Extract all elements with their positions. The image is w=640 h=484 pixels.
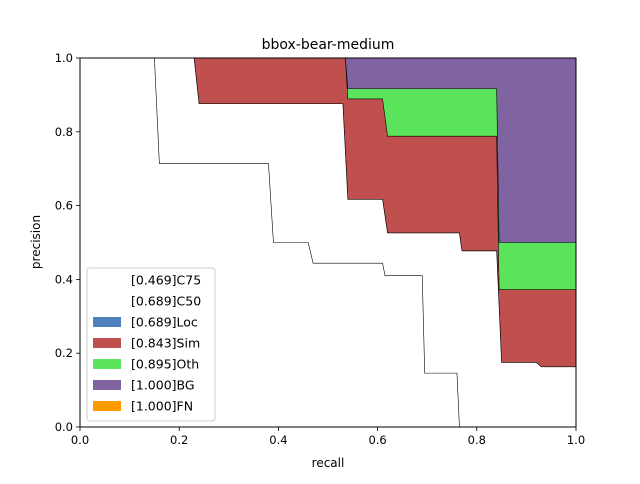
line-c75 (80, 57, 576, 428)
legend-swatch-sim (93, 338, 121, 348)
x-axis-label: recall (312, 456, 345, 470)
plot-frame (79, 57, 577, 428)
line-c50 (80, 57, 576, 368)
legend-label-oth: [0.895]Oth (131, 357, 199, 372)
legend-swatch-c50 (93, 296, 121, 306)
x-tick-label: 0.6 (368, 433, 386, 447)
y-tick-label: 0.8 (55, 125, 73, 139)
legend-swatch-c75 (93, 275, 121, 285)
plot-areas (80, 57, 576, 428)
y-tick-label: 0.2 (55, 346, 73, 360)
x-tick-label: 1.0 (567, 433, 585, 447)
legend-label-c50: [0.689]C50 (131, 294, 201, 309)
chart-title: bbox-bear-medium (262, 37, 395, 53)
legend-swatch-oth (93, 359, 121, 369)
x-tick-label: 0.4 (269, 433, 287, 447)
legend-swatch-loc (93, 317, 121, 327)
legend-label-c75: [0.469]C75 (131, 273, 201, 288)
legend: [0.469]C75 [0.689]C50 [0.689]Loc [0.843]Sim… (86, 267, 216, 422)
y-tick-label: 0.4 (55, 272, 73, 286)
y-tick-label: 0.0 (55, 420, 73, 434)
x-tick-label: 0.2 (170, 433, 188, 447)
x-tick-label: 0.8 (468, 433, 486, 447)
x-axis-ticks: 0.0 0.2 0.4 0.6 0.8 1.0 (71, 427, 585, 447)
y-tick-label: 0.6 (55, 199, 73, 213)
legend-swatch-bg (93, 380, 121, 390)
legend-label-sim: [0.843]Sim (131, 336, 200, 351)
legend-label-fn: [1.000]FN (131, 399, 193, 414)
y-tick-label: 1.0 (55, 51, 73, 65)
legend-label-loc: [0.689]Loc (131, 315, 198, 330)
y-axis-label: precision (29, 215, 43, 269)
x-tick-label: 0.0 (71, 433, 89, 447)
y-axis-ticks: 0.0 0.2 0.4 0.6 0.8 1.0 (55, 51, 80, 434)
legend-swatch-fn (93, 401, 121, 411)
legend-label-bg: [1.000]BG (131, 378, 195, 393)
